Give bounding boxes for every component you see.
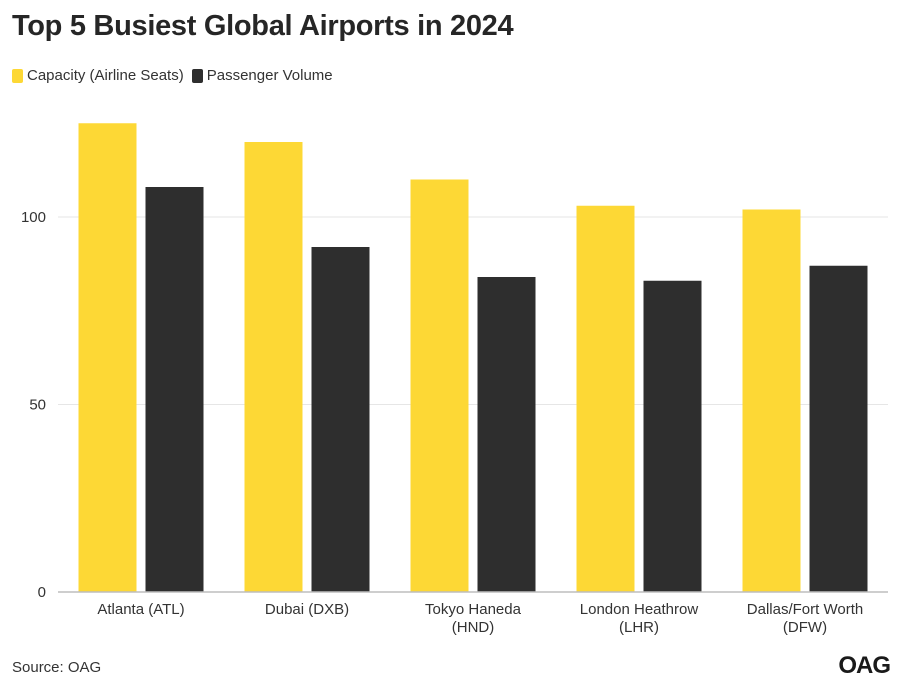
bar-passenger-volume [643,280,702,592]
x-tick-label: Dallas/Fort Worth [747,601,863,618]
x-tick-label: Dubai (DXB) [265,601,349,618]
bar-capacity [742,209,801,592]
bar-capacity [576,205,635,592]
y-tick-label: 50 [29,397,46,414]
x-tick-label: (LHR) [619,619,659,636]
legend-item-capacity: Capacity (Airline Seats) [12,67,184,84]
x-tick-label: Atlanta (ATL) [97,601,184,618]
chart-title: Top 5 Busiest Global Airports in 2024 [12,10,514,42]
bar-passenger-volume [809,265,868,592]
x-tick-label: London Heathrow [580,601,699,618]
y-tick-label: 100 [21,209,46,226]
legend: Capacity (Airline Seats) Passenger Volum… [12,67,341,84]
legend-swatch-passenger [191,68,203,83]
bar-passenger-volume [477,277,536,592]
bar-capacity [244,142,303,592]
legend-item-passenger: Passenger Volume [191,67,333,84]
oag-logo: OAG [838,652,891,679]
bar-capacity [78,123,137,592]
x-tick-label: Tokyo Haneda [425,601,522,618]
bar-passenger-volume [145,187,204,592]
legend-swatch-capacity [12,68,23,83]
y-tick-label: 0 [38,584,46,601]
bar-capacity [410,179,469,592]
legend-label-capacity: Capacity (Airline Seats) [27,67,184,84]
x-tick-label: (DFW) [783,619,827,636]
legend-label-passenger: Passenger Volume [206,67,333,84]
bar-passenger-volume [311,247,370,592]
source-note: Source: OAG [12,659,102,676]
x-tick-label: (HND) [452,619,495,636]
